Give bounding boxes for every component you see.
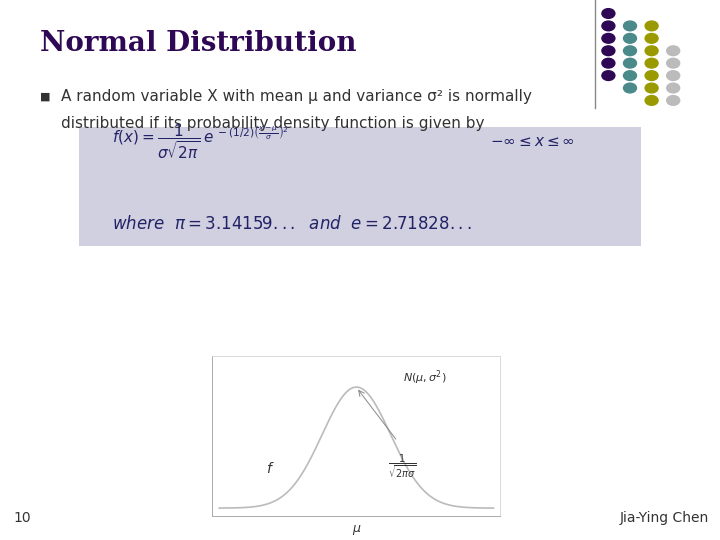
Text: $\mathit{where}\ \ \pi = 3.14159...\ \ \mathit{and}\ \ e = 2.71828...$: $\mathit{where}\ \ \pi = 3.14159...\ \ \… [112, 215, 471, 233]
Text: distributed if its probability density function is given by: distributed if its probability density f… [61, 116, 485, 131]
Circle shape [645, 46, 658, 56]
Text: $f(x) = \dfrac{1}{\sigma\sqrt{2\pi}}\,e^{\,-(1/2)\left(\frac{x-\mu}{\sigma}\righ: $f(x) = \dfrac{1}{\sigma\sqrt{2\pi}}\,e^… [112, 122, 288, 161]
Circle shape [602, 71, 615, 80]
Circle shape [602, 46, 615, 56]
Text: A random variable X with mean μ and variance σ² is normally: A random variable X with mean μ and vari… [61, 89, 532, 104]
Circle shape [602, 9, 615, 18]
Text: ■: ■ [40, 92, 50, 102]
Circle shape [602, 33, 615, 43]
Text: Normal Distribution: Normal Distribution [40, 30, 356, 57]
Circle shape [624, 46, 636, 56]
Text: $f$: $f$ [266, 461, 275, 476]
Circle shape [667, 58, 680, 68]
Circle shape [645, 83, 658, 93]
Text: Jia-Ying Chen: Jia-Ying Chen [620, 511, 709, 525]
Circle shape [624, 83, 636, 93]
Circle shape [645, 21, 658, 31]
Circle shape [645, 33, 658, 43]
Circle shape [624, 58, 636, 68]
Circle shape [602, 21, 615, 31]
FancyBboxPatch shape [79, 127, 641, 246]
Circle shape [624, 21, 636, 31]
Circle shape [667, 46, 680, 56]
Text: $\mu$: $\mu$ [351, 523, 361, 537]
Circle shape [645, 58, 658, 68]
Text: $\dfrac{1}{\sqrt{2\pi\sigma}}$: $\dfrac{1}{\sqrt{2\pi\sigma}}$ [388, 452, 417, 480]
Circle shape [624, 33, 636, 43]
Text: $N(\mu,\sigma^2)$: $N(\mu,\sigma^2)$ [403, 368, 447, 387]
Circle shape [667, 96, 680, 105]
Circle shape [667, 71, 680, 80]
Circle shape [645, 71, 658, 80]
Text: 10: 10 [13, 511, 30, 525]
Circle shape [645, 96, 658, 105]
Text: $-\infty \leq x \leq \infty$: $-\infty \leq x \leq \infty$ [490, 134, 575, 149]
Circle shape [624, 71, 636, 80]
Circle shape [667, 83, 680, 93]
Circle shape [602, 58, 615, 68]
